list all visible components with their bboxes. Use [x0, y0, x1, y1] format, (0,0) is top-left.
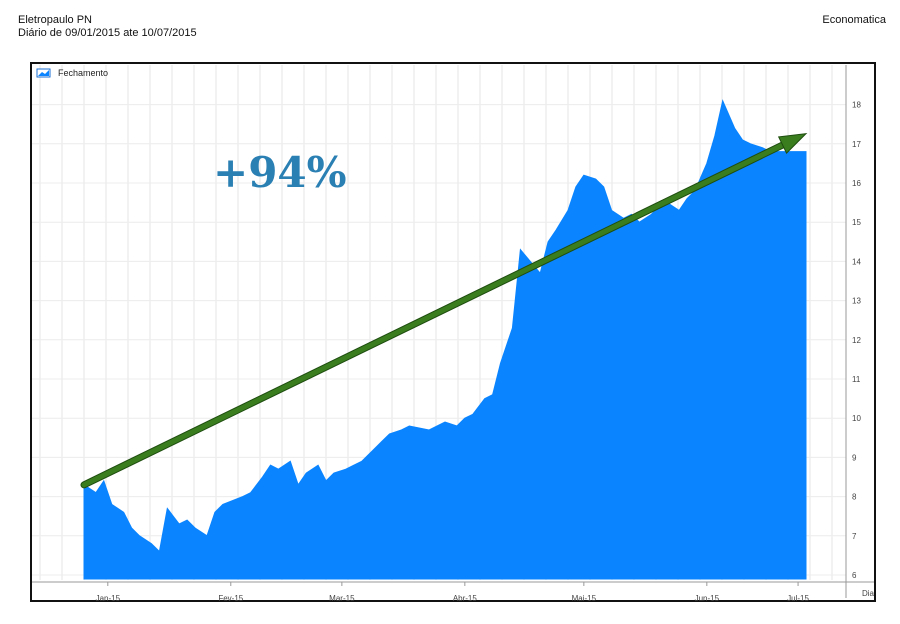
y-tick-label: 10 — [852, 414, 861, 423]
legend-swatch-icon — [38, 70, 49, 76]
x-tick-label: Mar-15 — [329, 594, 355, 603]
chart-header: Eletropaulo PN Diário de 09/01/2015 ate … — [18, 14, 197, 40]
trend-arrow-shaft — [81, 142, 786, 488]
y-tick-label: 13 — [852, 297, 861, 306]
x-tick-label: Jun-15 — [695, 594, 720, 603]
y-tick-label: 6 — [852, 571, 857, 580]
x-axis-unit-label: Dia — [862, 589, 875, 598]
y-tick-label: 12 — [852, 336, 861, 345]
x-tick-label: Fev-15 — [218, 594, 243, 603]
y-tick-label: 18 — [852, 101, 861, 110]
chart-title: Eletropaulo PN — [18, 14, 92, 26]
x-tick-label: Jan-15 — [96, 594, 121, 603]
trend-arrow-head — [777, 132, 808, 154]
x-tick-label: Mai-15 — [572, 594, 597, 603]
y-tick-label: 14 — [852, 257, 861, 266]
y-tick-label: 17 — [852, 140, 861, 149]
y-tick-label: 8 — [852, 493, 857, 502]
y-tick-label: 16 — [852, 179, 861, 188]
source-label: Economatica — [822, 14, 886, 26]
y-tick-label: 9 — [852, 453, 857, 462]
chart-subtitle: Diário de 09/01/2015 ate 10/07/2015 — [18, 27, 197, 39]
y-tick-label: 7 — [852, 532, 857, 541]
legend-label: Fechamento — [58, 68, 108, 78]
y-tick-label: 11 — [852, 375, 861, 384]
growth-annotation: +94% — [213, 148, 347, 197]
x-tick-label: Abr-15 — [453, 594, 478, 603]
y-tick-label: 15 — [852, 218, 861, 227]
x-tick-label: Jul-15 — [787, 594, 809, 603]
